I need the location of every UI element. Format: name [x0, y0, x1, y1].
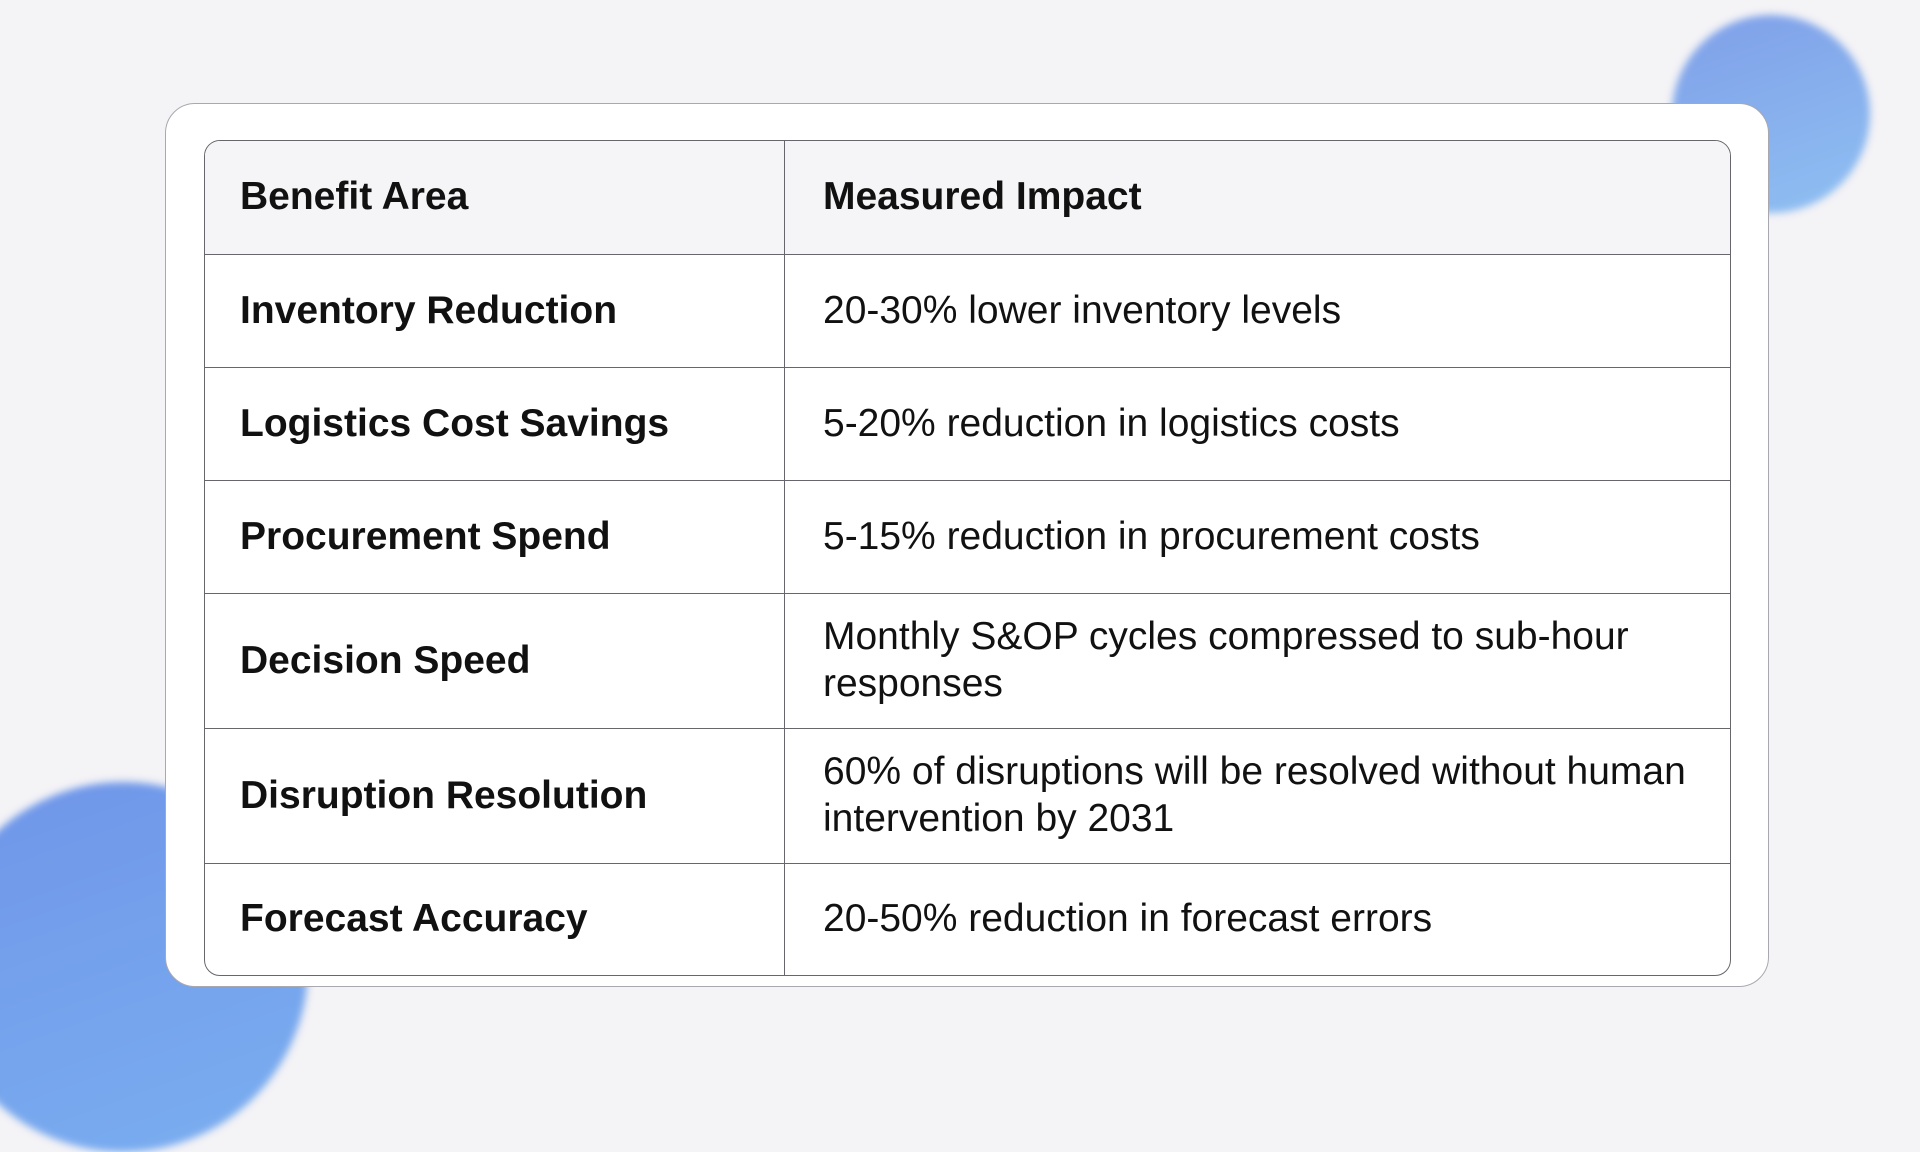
table-row: Disruption Resolution 60% of disruptions… — [205, 729, 1730, 864]
header-benefit-area: Benefit Area — [205, 141, 785, 255]
benefit-area-cell: Disruption Resolution — [205, 729, 785, 864]
benefits-table: Benefit Area Measured Impact Inventory R… — [204, 140, 1731, 976]
table-row: Logistics Cost Savings 5-20% reduction i… — [205, 368, 1730, 481]
table-row: Inventory Reduction 20-30% lower invento… — [205, 255, 1730, 368]
benefit-area-cell: Procurement Spend — [205, 481, 785, 594]
table-row: Procurement Spend 5-15% reduction in pro… — [205, 481, 1730, 594]
benefit-area-cell: Forecast Accuracy — [205, 864, 785, 975]
table-header-row: Benefit Area Measured Impact — [205, 141, 1730, 255]
table-row: Decision Speed Monthly S&OP cycles compr… — [205, 594, 1730, 729]
measured-impact-cell: 60% of disruptions will be resolved with… — [785, 729, 1730, 864]
benefit-area-cell: Logistics Cost Savings — [205, 368, 785, 481]
measured-impact-cell: 20-30% lower inventory levels — [785, 255, 1730, 368]
measured-impact-cell: 5-15% reduction in procurement costs — [785, 481, 1730, 594]
measured-impact-cell: 5-20% reduction in logistics costs — [785, 368, 1730, 481]
benefit-area-cell: Decision Speed — [205, 594, 785, 729]
measured-impact-cell: Monthly S&OP cycles compressed to sub-ho… — [785, 594, 1730, 729]
measured-impact-cell: 20-50% reduction in forecast errors — [823, 897, 1433, 941]
benefit-area-cell: Inventory Reduction — [205, 255, 785, 368]
header-measured-impact: Measured Impact — [785, 141, 1730, 255]
table-row: Forecast Accuracy 20-50% reduction in fo… — [205, 864, 1730, 975]
